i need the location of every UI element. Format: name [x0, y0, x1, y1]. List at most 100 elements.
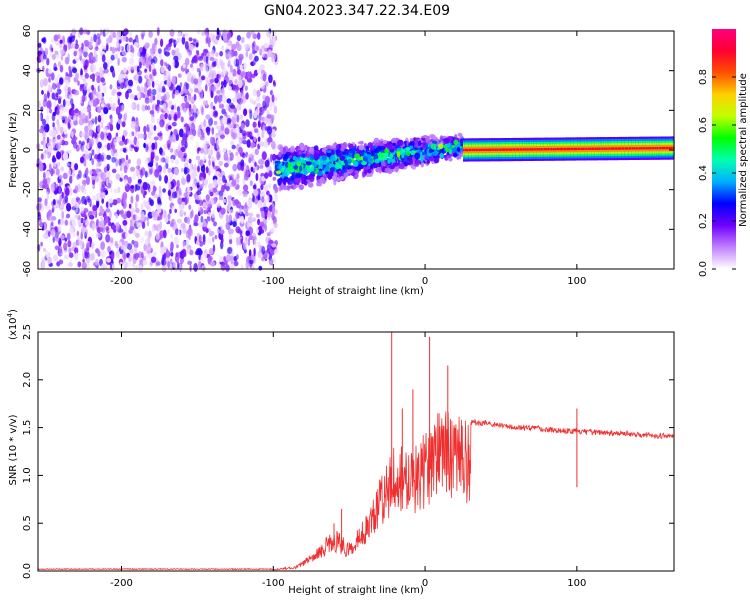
spectrogram-cell — [80, 74, 85, 81]
spectrogram-cell — [367, 142, 374, 149]
spectrogram-cell — [252, 121, 257, 128]
spectrogram-cell — [189, 249, 194, 256]
spectrogram-cell — [121, 121, 126, 128]
spectrogram-cell — [235, 211, 240, 219]
spectrogram-cell — [164, 175, 169, 184]
spectrogram-cell — [616, 147, 619, 150]
spectrogram-cell — [327, 173, 332, 181]
spectrogram-cell — [51, 92, 56, 100]
spectrogram-cell — [230, 255, 234, 264]
spectrogram-cell — [43, 124, 50, 133]
spectrogram-cell — [162, 188, 167, 193]
spectrogram-cell — [135, 208, 140, 214]
spectrogram-cell — [424, 143, 429, 149]
spectrogram-cell — [159, 147, 163, 155]
spectrogram-cell — [209, 70, 214, 78]
spectrogram-cell — [190, 63, 193, 68]
spectrogram-cell — [199, 176, 202, 181]
spectrogram-cell — [139, 92, 145, 98]
spectrogram-cell — [41, 184, 46, 189]
spectrogram-cell — [116, 91, 122, 97]
spectrogram-cell — [535, 148, 538, 151]
spectrogram-cell — [220, 81, 224, 87]
spectrogram-cell — [98, 212, 102, 217]
spectrogram-cell — [117, 187, 121, 193]
spectrogram-cell — [194, 88, 199, 93]
spectrogram-cell — [40, 153, 44, 160]
spectrogram-cell — [41, 90, 44, 95]
spectrogram-cell — [319, 156, 323, 162]
spectrogram-cell — [74, 247, 79, 255]
spectrogram-cell — [141, 252, 144, 259]
spectrogram-cell — [225, 185, 231, 192]
spectrogram-cell — [67, 240, 72, 248]
spectrogram-cell — [99, 205, 104, 214]
spectrogram-cell — [217, 70, 222, 75]
spectrogram-cell — [118, 39, 122, 44]
spectrogram-cell — [81, 179, 86, 185]
spectrogram-cell — [205, 114, 211, 120]
spectrogram-cell — [524, 148, 527, 151]
spectrogram-cell — [205, 206, 209, 212]
spectrogram-cell — [163, 144, 168, 150]
spectrogram-cell — [238, 53, 244, 61]
spectrogram-cell — [235, 151, 239, 157]
spectrogram-cell — [152, 68, 157, 77]
spectrogram-cell — [52, 122, 55, 128]
spectrogram-cell — [329, 163, 335, 168]
spectrogram-cell — [144, 97, 150, 104]
spectrogram-cell — [102, 126, 109, 132]
spectrogram-cell — [112, 148, 118, 154]
spectrogram-cell — [165, 156, 170, 164]
spectrogram-cell — [130, 52, 135, 58]
spectrogram-cell — [610, 147, 614, 150]
spectrogram-cell — [37, 100, 41, 109]
spectrogram-cell — [494, 148, 498, 151]
spectrogram-cell — [633, 147, 636, 150]
spectrogram-cell — [92, 183, 95, 190]
spectrogram-cell — [60, 235, 65, 240]
spectrogram-cell — [384, 148, 390, 154]
spectrogram-cell — [167, 229, 170, 234]
spectrogram-cell — [213, 178, 218, 187]
y-tick-label: 20 — [22, 104, 33, 117]
spectrogram-cell — [230, 140, 235, 146]
x-tick-label: -200 — [110, 578, 133, 589]
spectrogram-cell — [37, 197, 42, 203]
spectrogram-cell — [58, 259, 64, 265]
spectrogram-cell — [270, 114, 275, 121]
spectrogram-cell — [214, 95, 219, 102]
spectrogram-cell — [154, 155, 160, 162]
spectrogram-cell — [229, 209, 234, 214]
spectrogram-cell — [117, 57, 120, 66]
spectrogram-cell — [453, 152, 458, 158]
spectrogram-cell — [261, 151, 267, 161]
spectrogram-cell — [169, 171, 174, 181]
spectrogram-cell — [482, 148, 485, 151]
spectrogram-cell — [183, 107, 188, 114]
spectrogram-cell — [196, 182, 200, 189]
spectrogram-cell — [347, 169, 354, 173]
spectrogram-cell — [256, 213, 260, 218]
spectrogram-cell — [49, 49, 53, 58]
spectrogram-cell — [126, 88, 132, 94]
spectrogram-cell — [219, 229, 225, 235]
spectrogram-cell — [42, 36, 47, 44]
spectrogram-cell — [115, 132, 119, 138]
spectrogram-cell — [110, 252, 115, 260]
spectrogram-cell — [647, 147, 650, 150]
spectrogram-cell — [55, 168, 60, 176]
spectrogram-cell — [50, 186, 54, 194]
spectrogram-cell — [47, 69, 52, 74]
spectrogram-cell — [97, 36, 101, 46]
spectrogram-cell — [44, 47, 49, 56]
spectrogram-cell — [129, 93, 135, 100]
spectrogram-cell — [194, 214, 199, 223]
spectrogram-cell — [105, 226, 110, 231]
spectrogram-cell — [187, 260, 193, 265]
spectrogram-cell — [52, 199, 56, 206]
spectrogram-cell — [147, 162, 154, 167]
snr-x-ticks: -200 -100 0 100 — [110, 332, 586, 589]
spectrogram-cell — [167, 125, 172, 130]
spectrogram-cell — [230, 64, 233, 73]
